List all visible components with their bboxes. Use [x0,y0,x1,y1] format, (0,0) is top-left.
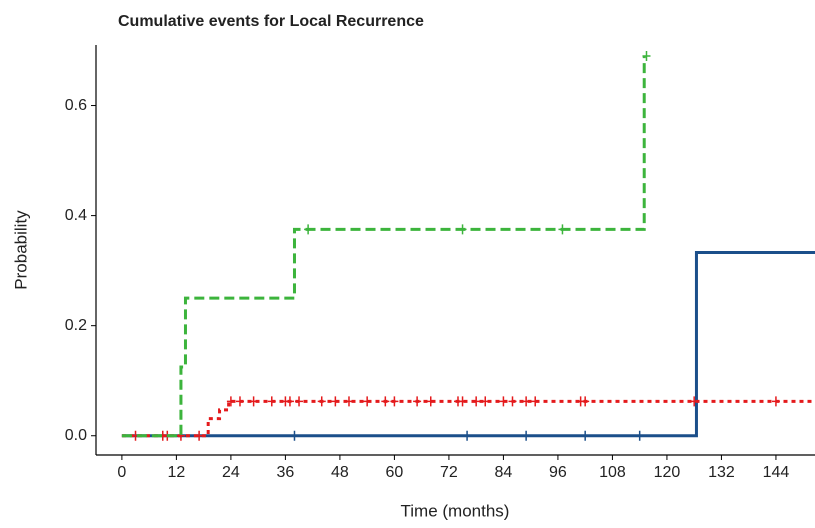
censor-mark [522,396,531,407]
censor-mark [344,396,353,407]
censor-mark [531,396,540,407]
censor-mark [317,396,326,407]
censor-mark [558,224,567,235]
censor-mark [267,396,276,407]
censor-mark [635,430,644,441]
censor-mark [522,430,531,441]
censor-mark [642,51,651,62]
censor-mark [290,430,299,441]
censor-mark [363,396,372,407]
censor-mark [463,430,472,441]
x-tick-label: 132 [708,464,735,481]
censor-mark [690,396,699,407]
censor-mark [304,224,313,235]
censor-mark [426,396,435,407]
chart-title: Cumulative events for Local Recurrence [118,13,424,30]
x-tick-label: 24 [222,464,240,481]
y-axis-label: Probability [11,210,30,290]
step-line [121,56,646,438]
x-tick-label: 120 [654,464,681,481]
censor-mark [581,430,590,441]
x-tick-label: 108 [599,464,626,481]
step-line [121,250,815,438]
x-tick-label: 84 [495,464,513,481]
y-tick-label: 0.0 [65,427,87,444]
censor-mark [195,430,204,441]
x-tick-label: 72 [440,464,458,481]
x-tick-label: 48 [331,464,349,481]
censor-mark [458,396,467,407]
censor-mark [481,396,490,407]
censor-mark [413,396,422,407]
censor-mark [390,396,399,407]
x-tick-label: 96 [549,464,567,481]
x-tick-label: 0 [117,464,126,481]
censor-mark [295,396,304,407]
x-axis-label: Time (months) [401,501,510,520]
x-tick-label: 144 [763,464,790,481]
censor-mark [226,396,235,407]
censor-mark [285,396,294,407]
censor-mark [249,396,258,407]
censor-mark [472,396,481,407]
x-tick-label: 60 [386,464,404,481]
censor-mark [499,396,508,407]
censor-mark [581,396,590,407]
censor-mark [458,224,467,235]
censor-mark [381,396,390,407]
censor-mark [508,396,517,407]
y-tick-label: 0.6 [65,97,87,114]
x-tick-label: 36 [277,464,295,481]
y-tick-label: 0.2 [65,317,87,334]
x-tick-label: 12 [167,464,185,481]
censor-mark [235,396,244,407]
censor-mark [771,396,780,407]
censor-mark [331,396,340,407]
step-line [121,399,815,438]
y-tick-label: 0.4 [65,207,87,224]
